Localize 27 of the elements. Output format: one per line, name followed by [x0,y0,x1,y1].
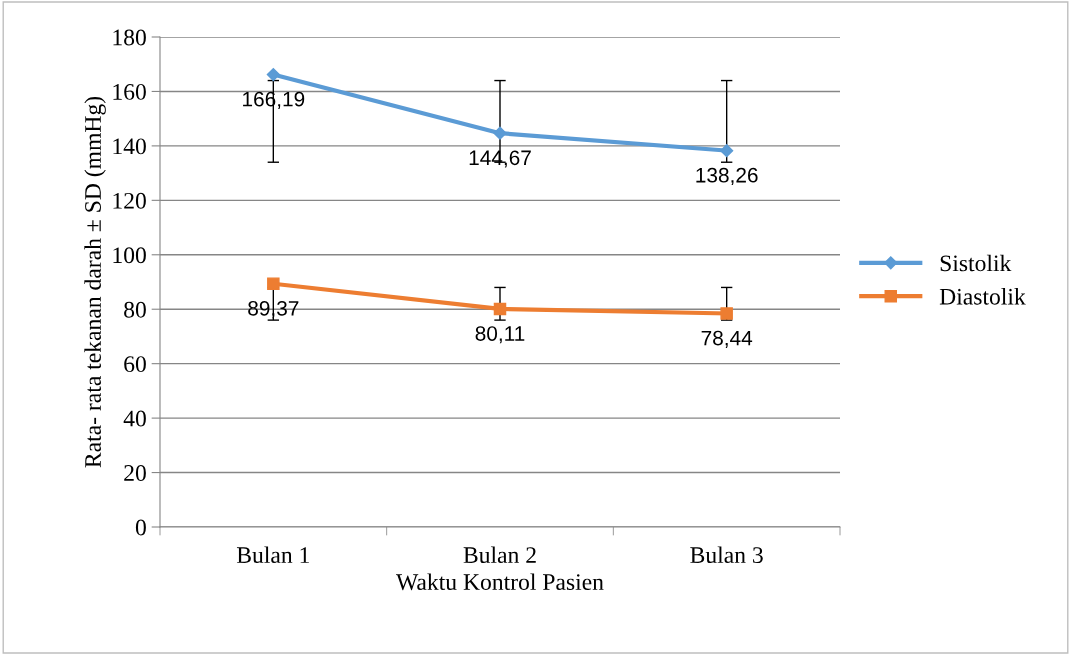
y-tick-label: 0 [135,519,146,536]
x-tick-label: Bulan 2 [463,546,536,564]
y-tick-label: 160 [113,83,146,100]
y-axis-title: Rata- rata tekanan darah ± SD (mmHg) [84,96,106,468]
point [267,277,280,290]
legend-label: Diastolik [939,288,1026,305]
y-tick-label: 60 [124,356,146,373]
y-tick-label: 100 [113,247,146,264]
legend-label: Sistolik [940,254,1012,272]
y-tick-label: 120 [113,192,146,209]
point [266,68,280,82]
point [493,126,507,140]
point [720,144,734,158]
data-label: 80,11 [475,326,525,344]
data-label: 144,67 [469,150,531,168]
y-tick-label: 80 [124,301,146,318]
data-label: 78,44 [701,330,753,348]
x-axis-title: Waktu Kontrol Pasien [396,573,604,591]
point [720,307,733,320]
y-tick-label: 20 [124,465,146,481]
data-label: 138,26 [696,167,758,186]
x-tick-label: Bulan 3 [690,546,763,564]
point [493,302,507,316]
y-tick-label: 140 [113,138,146,155]
x-tick-label: Bulan 1 [236,546,309,564]
y-tick-label: 180 [113,29,146,46]
y-tick-label: 40 [123,410,146,427]
